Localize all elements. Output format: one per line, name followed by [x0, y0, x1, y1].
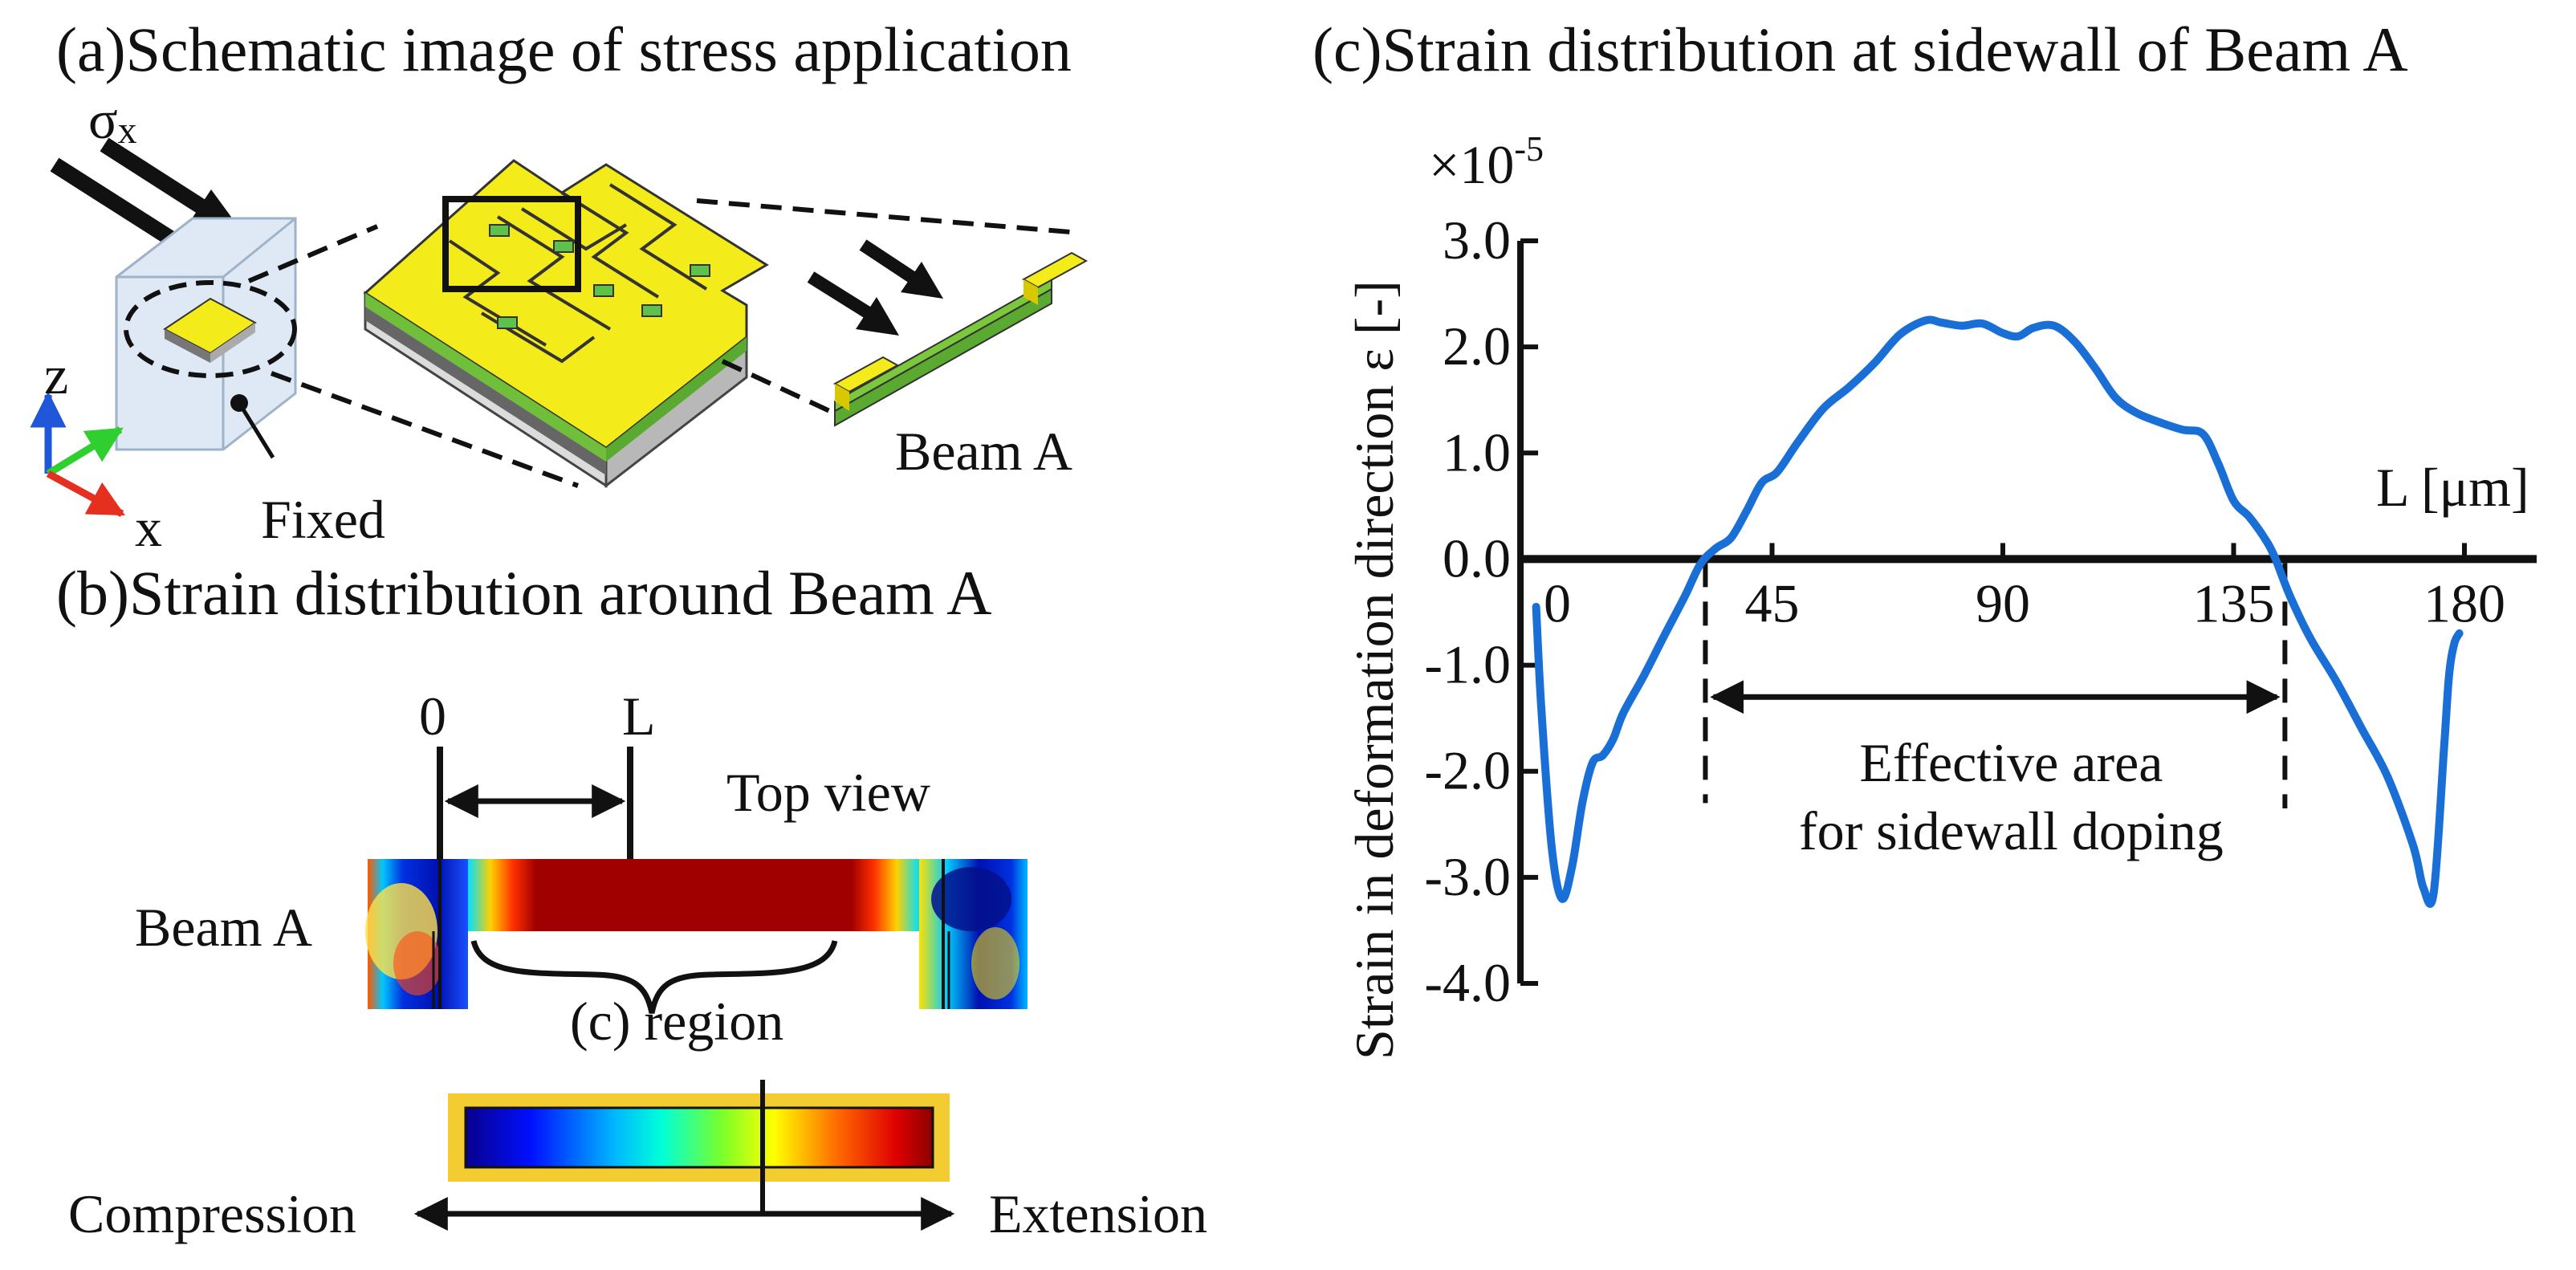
axis-x-label: x	[135, 497, 162, 558]
y-multiplier: ×10-5	[1429, 129, 1544, 195]
zoom-line-beam-bottom	[721, 359, 836, 416]
beam-a-label-top: Beam A	[135, 897, 312, 958]
y-tick-label: 2.0	[1443, 315, 1511, 377]
y-tick-label: -4.0	[1424, 952, 1511, 1013]
fixed-label: Fixed	[261, 489, 385, 550]
x-tick-label: 180	[2423, 572, 2505, 633]
mems-chip	[363, 159, 769, 489]
y-tick-label: -1.0	[1424, 634, 1511, 695]
beam-stress-arrows	[807, 239, 943, 336]
y-axis-arrow	[46, 426, 124, 477]
x-tick-label: 45	[1745, 572, 1800, 633]
zoom-line-top	[247, 224, 379, 283]
y-tick-label: -2.0	[1424, 740, 1511, 801]
marker-start-label: 0	[419, 686, 446, 747]
chart-xlabel: L [μm]	[2376, 457, 2529, 518]
top-view-label: Top view	[726, 762, 930, 823]
stress-arrow-shaft-1	[50, 157, 185, 252]
effective-area-label-2: for sidewall doping	[1799, 800, 2224, 861]
x-tick-label: 135	[2193, 572, 2275, 633]
panel-b: (b)Strain distribution around Beam A 0 L…	[56, 558, 1207, 1244]
zoom-line-bottom	[270, 371, 580, 488]
chart-ylabel: Strain in deformation direction ε [-]	[1344, 280, 1405, 1060]
effective-area-label-1: Effective area	[1859, 732, 2163, 793]
region-brace	[470, 939, 838, 1014]
y-multiplier-base: ×10	[1429, 134, 1514, 195]
strain-curve-line	[1532, 315, 2464, 908]
axis-z-label: z	[44, 344, 68, 405]
panel-a-title: (a)Schematic image of stress application	[56, 14, 1072, 84]
compression-label: Compression	[68, 1183, 356, 1244]
marker-end-label: L	[622, 686, 656, 747]
panel-a: (a)Schematic image of stress application…	[30, 14, 1089, 558]
sigma-subscript: x	[118, 109, 137, 152]
strain-map	[365, 859, 1028, 1009]
y-tick-label: 3.0	[1443, 210, 1511, 271]
coordinate-axes: z x	[30, 344, 162, 558]
color-scale-bar	[448, 1080, 950, 1214]
panel-b-title: (b)Strain distribution around Beam A	[56, 558, 992, 628]
x-axis-arrow	[46, 470, 125, 517]
y-multiplier-exponent: -5	[1514, 129, 1544, 169]
x-tick-label: 90	[1976, 572, 2030, 633]
stress-arrow-shaft-2	[100, 137, 212, 218]
beam-a-iso	[832, 251, 1089, 427]
chart-title: (c)Strain distribution at sidewall of Be…	[1312, 14, 2408, 84]
y-ticks: 3.0 2.0 1.0 0.0 -1.0 -2.0 -3.0 -4.0	[1424, 210, 1539, 1013]
zoom-box	[442, 196, 581, 292]
sample-cube	[115, 217, 297, 459]
effective-area-annotation: Effective area for sidewall doping	[1703, 563, 2288, 861]
beam-a-label-iso: Beam A	[895, 421, 1072, 482]
chart-axes	[1517, 241, 2537, 983]
y-tick-label: 0.0	[1443, 527, 1511, 588]
x-tick-label: 0	[1544, 572, 1571, 633]
y-tick-label: 1.0	[1443, 421, 1511, 482]
dashed-ellipse	[124, 280, 297, 378]
y-tick-label: -3.0	[1424, 846, 1511, 907]
panel-c-chart: (c)Strain distribution at sidewall of Be…	[1312, 14, 2537, 1060]
extension-label: Extension	[989, 1183, 1207, 1244]
sigma-label: σx	[88, 89, 137, 152]
x-ticks: 0 45 90 135 180	[1544, 543, 2505, 633]
zoom-line-beam-top	[696, 198, 1080, 235]
sigma-symbol: σ	[88, 89, 118, 150]
region-label: (c) region	[570, 991, 783, 1052]
